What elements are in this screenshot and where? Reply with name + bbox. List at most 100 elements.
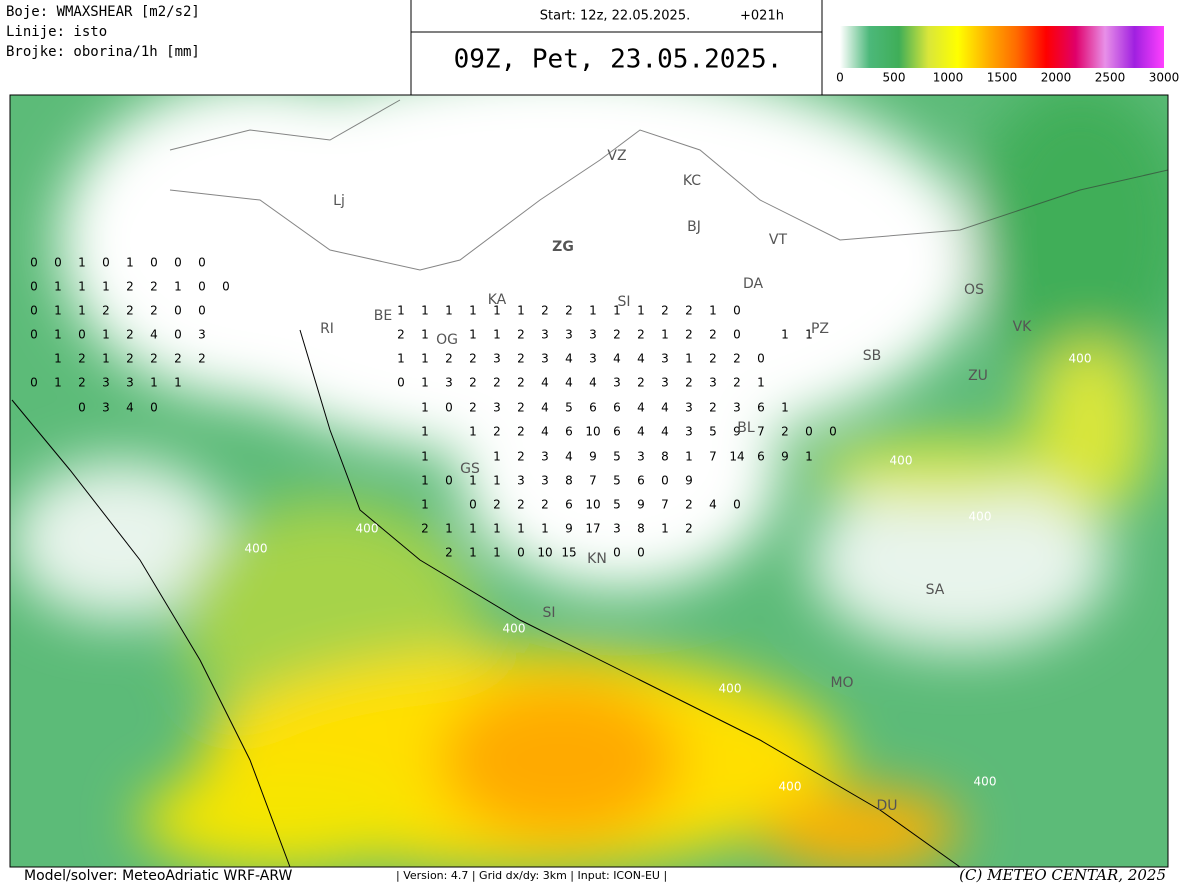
city-label: KC [683,173,701,189]
precip-value: 1 [126,256,134,270]
precip-value: 0 [198,280,206,294]
contour-label: 400 [969,510,992,524]
precip-value: 1 [102,352,110,366]
precip-value: 0 [397,376,405,390]
precip-value: 2 [150,304,158,318]
precip-value: 2 [445,546,453,560]
precip-value: 1 [102,328,110,342]
precip-value: 1 [469,546,477,560]
precip-value: 2 [637,376,645,390]
contour-label: 400 [1069,352,1092,366]
precip-value: 2 [78,352,86,366]
precip-value: 1 [613,304,621,318]
precip-value: 1 [397,304,405,318]
precip-value: 1 [421,425,429,439]
precip-value: 2 [637,328,645,342]
precip-value: 7 [661,498,669,512]
precip-value: 3 [685,401,693,415]
precip-value: 3 [541,474,549,488]
precip-value: 2 [541,304,549,318]
precip-value: 1 [541,522,549,536]
precip-value: 1 [757,376,765,390]
precip-value: 3 [102,376,110,390]
precip-value: 9 [685,474,693,488]
precip-value: 0 [30,256,38,270]
precip-value: 1 [493,474,501,488]
precip-value: 6 [613,425,621,439]
precip-value: 2 [102,304,110,318]
precip-value: 7 [589,474,597,488]
precip-value: 4 [637,401,645,415]
precip-value: 2 [126,328,134,342]
precip-value: 8 [661,450,669,464]
precip-value: 6 [613,401,621,415]
city-label: Lj [333,193,345,209]
precip-value: 0 [517,546,525,560]
precip-value: 0 [78,328,86,342]
precip-value: 2 [781,425,789,439]
precip-value: 0 [661,474,669,488]
precip-value: 2 [685,376,693,390]
precip-value: 2 [493,498,501,512]
legend-line: Brojke: oborina/1h [mm] [6,44,200,60]
map-background [10,95,1168,867]
precip-value: 2 [709,352,717,366]
precip-value: 3 [709,376,717,390]
precip-value: 2 [126,304,134,318]
precip-value: 2 [685,304,693,318]
precip-value: 17 [585,522,600,536]
precip-value: 3 [517,474,525,488]
precip-value: 2 [733,352,741,366]
precip-value: 2 [126,280,134,294]
precip-value: 2 [78,376,86,390]
precip-value: 6 [589,401,597,415]
precip-value: 3 [589,352,597,366]
precip-value: 6 [565,425,573,439]
precip-value: 2 [517,401,525,415]
precip-value: 2 [517,450,525,464]
precip-value: 4 [541,425,549,439]
city-label: SA [926,582,945,598]
precip-value: 0 [637,546,645,560]
precip-value: 0 [54,256,62,270]
precip-value: 0 [757,352,765,366]
precip-value: 3 [445,376,453,390]
precip-value: 1 [421,401,429,415]
precip-value: 1 [589,304,597,318]
precip-value: 2 [126,352,134,366]
precip-value: 1 [78,304,86,318]
precip-value: 1 [781,401,789,415]
precip-value: 2 [445,352,453,366]
precip-value: 7 [757,425,765,439]
city-label: OG [436,332,458,348]
precip-value: 2 [469,352,477,366]
precip-value: 0 [445,474,453,488]
precip-value: 3 [613,376,621,390]
precip-value: 1 [805,450,813,464]
city-label: SB [863,348,882,364]
contour-label: 400 [779,780,802,794]
precip-value: 4 [589,376,597,390]
precip-value: 3 [733,401,741,415]
precip-value: 1 [637,304,645,318]
precip-value: 1 [685,352,693,366]
precip-value: 0 [198,256,206,270]
precip-value: 1 [469,425,477,439]
contour-label: 400 [890,454,913,468]
precip-value: 3 [613,522,621,536]
city-label: VT [769,232,788,248]
footer-model: Model/solver: MeteoAdriatic WRF-ARW [24,868,293,884]
precip-value: 1 [421,352,429,366]
precip-value: 10 [585,498,600,512]
precip-value: 2 [493,425,501,439]
precip-value: 1 [54,280,62,294]
precip-value: 3 [589,328,597,342]
precip-value: 9 [781,450,789,464]
precip-value: 2 [733,376,741,390]
precip-value: 2 [150,280,158,294]
precip-value: 9 [637,498,645,512]
precip-value: 1 [421,474,429,488]
precip-value: 4 [637,352,645,366]
lead-time: +021h [740,9,784,24]
